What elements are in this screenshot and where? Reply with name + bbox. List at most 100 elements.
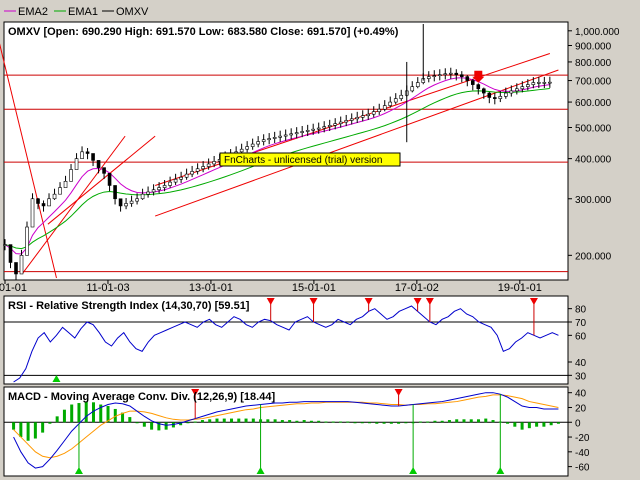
- rsi-line: [13, 305, 559, 383]
- macd-hist-bar: [360, 422, 364, 424]
- macd-hist-bar: [549, 422, 553, 426]
- macd-hist-bar: [244, 418, 248, 423]
- price-candle-body: [360, 115, 365, 118]
- price-candle-body: [344, 120, 349, 123]
- macd-hist-bar: [70, 404, 74, 423]
- macd-hist-bar: [527, 422, 531, 429]
- y-tick-label: 900.000: [575, 42, 612, 53]
- y-tick-label: 600.000: [575, 98, 612, 109]
- sell-marker-icon: [191, 389, 200, 396]
- macd-hist-bar: [484, 418, 488, 423]
- macd-hist-bar: [556, 422, 560, 424]
- price-candle-body: [118, 198, 123, 207]
- price-candle-body: [47, 198, 51, 207]
- macd-hist-bar: [222, 418, 226, 423]
- macd-hist-bar: [19, 422, 23, 438]
- price-candle-body: [548, 81, 552, 84]
- price-candle-body: [239, 148, 244, 153]
- price-candle-body: [52, 193, 57, 200]
- macd-hist-bar: [208, 419, 212, 423]
- price-candle-body: [135, 198, 139, 202]
- price-candle-body: [311, 128, 315, 131]
- sell-marker-icon: [529, 298, 538, 305]
- rsi-y-tick-label: 40: [575, 358, 587, 369]
- macd-hist-bar: [469, 419, 473, 423]
- macd-hist-bar: [295, 420, 299, 423]
- macd-line: [13, 392, 559, 469]
- x-tick-label: 19-01-01: [498, 282, 542, 294]
- macd-hist-bar: [200, 420, 204, 423]
- macd-hist-bar: [404, 422, 408, 424]
- price-candle-body: [487, 92, 492, 98]
- price-candle-body: [173, 178, 178, 183]
- macd-hist-bar: [179, 422, 183, 426]
- macd-hist-bar: [266, 419, 270, 423]
- macd-hist-bar: [273, 419, 277, 423]
- price-candle-body: [531, 82, 536, 85]
- price-candle-body: [146, 191, 150, 195]
- macd-hist-bar: [142, 422, 146, 427]
- price-candle-body: [30, 198, 35, 228]
- price-candle-body: [267, 138, 271, 141]
- price-candle-body: [443, 73, 448, 76]
- price-candle-body: [3, 244, 7, 246]
- rsi-panel: RSI - Relative Strength Index (14,30,70)…: [3, 295, 587, 385]
- price-panel: OMXV [Open: 690.290 High: 691.570 Low: 6…: [0, 21, 620, 294]
- price-candle-body: [426, 76, 431, 79]
- macd-hist-bar: [338, 421, 342, 423]
- macd-hist-bar: [520, 422, 524, 430]
- price-panel-title: OMXV [Open: 690.290 High: 691.570 Low: 6…: [8, 26, 399, 38]
- macd-hist-bar: [397, 422, 401, 424]
- price-candle-body: [256, 141, 260, 145]
- macd-y-tick-label: 40: [575, 389, 587, 400]
- macd-y-tick-label: -20: [575, 433, 590, 444]
- buy-marker-icon: [409, 467, 418, 474]
- price-candle-body: [382, 105, 387, 110]
- rsi-y-tick-label: 70: [575, 318, 587, 329]
- price-candle-body: [349, 118, 354, 121]
- trend-channel-lower: [154, 69, 559, 217]
- price-candle-body: [25, 226, 29, 256]
- macd-hist-bar: [506, 422, 510, 424]
- macd-hist-bar: [491, 420, 495, 423]
- price-candle-body: [151, 189, 156, 193]
- macd-hist-bar: [150, 422, 154, 430]
- macd-hist-bar: [418, 421, 422, 423]
- macd-y-tick-label: 20: [575, 403, 587, 414]
- price-candle-body: [245, 146, 249, 150]
- price-candle-body: [129, 200, 134, 204]
- macd-hist-bar: [389, 422, 393, 424]
- macd-hist-bar: [535, 422, 539, 427]
- macd-hist-bar: [186, 422, 190, 424]
- price-candle-body: [542, 82, 547, 84]
- price-candle-body: [91, 153, 95, 161]
- macd-hist-bar: [33, 422, 37, 439]
- watermark-text: FnCharts - unlicensed (trial) version: [224, 155, 382, 166]
- macd-hist-bar: [128, 417, 132, 423]
- price-candle-body: [69, 169, 73, 182]
- price-candle-body: [410, 86, 415, 92]
- macd-hist-bar: [135, 422, 139, 424]
- price-candle-body: [41, 203, 46, 207]
- sell-marker-icon: [266, 298, 275, 305]
- price-candle-body: [338, 121, 343, 124]
- price-candle-body: [179, 176, 183, 180]
- macd-hist-bar: [48, 422, 52, 424]
- price-candle-body: [8, 244, 13, 263]
- macd-hist-bar: [41, 422, 45, 433]
- price-candle-body: [184, 173, 189, 178]
- buy-marker-icon: [52, 375, 61, 382]
- macd-hist-bar: [99, 404, 103, 423]
- price-candle-body: [322, 126, 326, 129]
- price-candle-body: [437, 74, 442, 77]
- price-candle-body: [96, 160, 101, 168]
- ema2-line: [4, 77, 550, 255]
- price-candle-body: [481, 88, 486, 94]
- buy-marker-icon: [256, 467, 265, 474]
- price-candle-body: [113, 185, 117, 200]
- price-candle-body: [316, 127, 321, 130]
- price-candle-body: [393, 98, 398, 103]
- sell-marker-icon: [309, 298, 318, 305]
- price-candle-body: [470, 80, 475, 85]
